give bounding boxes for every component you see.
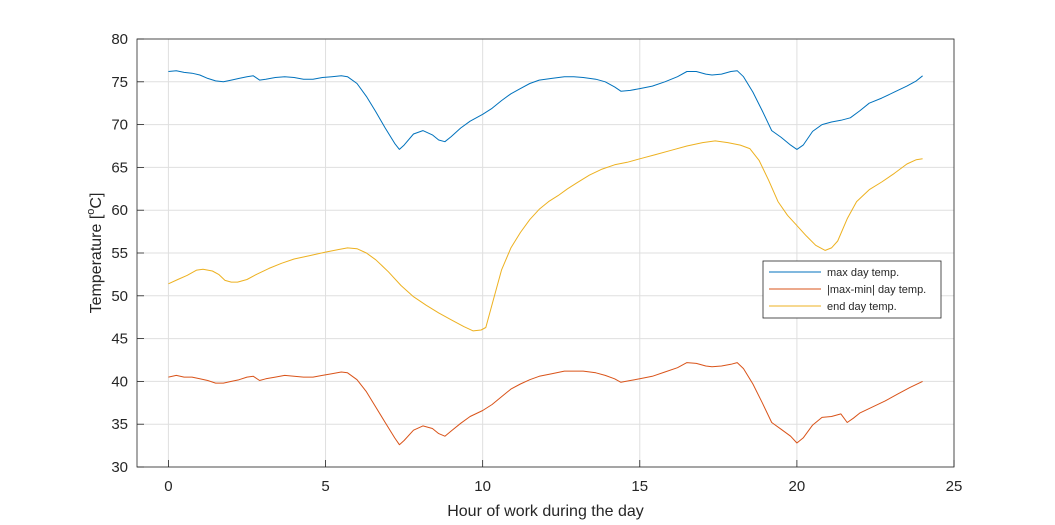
- legend-label-2: |max-min| day temp.: [827, 284, 926, 296]
- y-axis-label: Temperature [oC]: [85, 193, 105, 314]
- legend-label-1: max day temp.: [827, 267, 899, 279]
- series-line-2: [168, 362, 923, 446]
- x-tick-label: 10: [474, 478, 491, 495]
- y-tick-label: 55: [111, 245, 128, 262]
- y-tick-label: 65: [111, 159, 128, 176]
- y-tick-label: 75: [111, 74, 128, 91]
- series-line-1: [168, 70, 923, 150]
- y-tick-label: 80: [111, 31, 128, 48]
- series-line-3: [168, 140, 923, 332]
- y-tick-label: 45: [111, 331, 128, 348]
- legend: max day temp. |max-min| day temp. end day …: [762, 260, 942, 319]
- x-tick-label: 15: [631, 478, 648, 495]
- ticks: [137, 38, 955, 468]
- y-tick-label: 60: [111, 202, 128, 219]
- y-tick-label: 35: [111, 416, 128, 433]
- x-tick-label: 5: [321, 478, 329, 495]
- y-axis-label-unit: C]: [88, 193, 105, 209]
- x-tick-label: 25: [946, 478, 963, 495]
- series-lines: [168, 70, 923, 446]
- x-tick-label: 0: [164, 478, 172, 495]
- y-tick-label: 30: [111, 459, 128, 476]
- y-axis-label-degree: o: [85, 209, 97, 215]
- y-tick-label: 70: [111, 117, 128, 134]
- y-tick-label: 50: [111, 288, 128, 305]
- tick-labels: 0 5 10 15 20 25 30 35 40 45 50 55 60 65 70 75 80: [111, 31, 962, 495]
- x-tick-label: 20: [789, 478, 806, 495]
- x-axis-label: Hour of work during the day: [447, 503, 644, 520]
- legend-label-3: end day temp.: [827, 301, 897, 313]
- y-tick-label: 40: [111, 373, 128, 390]
- y-axis-label-main: Temperature [: [88, 214, 105, 313]
